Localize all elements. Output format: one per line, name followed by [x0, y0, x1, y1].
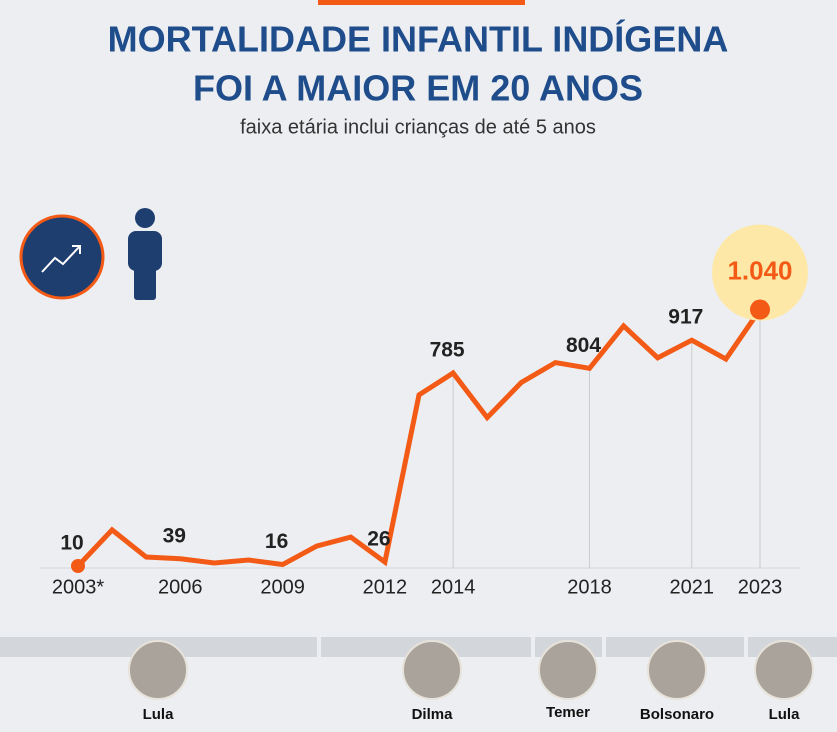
- chart-title: MORTALIDADE INFANTIL INDÍGENA: [108, 19, 729, 60]
- president-name: Lula: [143, 706, 174, 723]
- point: [750, 299, 770, 320]
- subtitle: faixa etária inclui crianças de até 5 an…: [240, 116, 596, 138]
- x-tick-label: 2014: [431, 576, 476, 598]
- x-tick-label: 2006: [158, 576, 203, 598]
- value-label: 10: [60, 532, 83, 555]
- portraits: [128, 640, 814, 700]
- point: [71, 559, 85, 574]
- line: [76, 308, 763, 568]
- chart-title: FOI A MAIOR EM 20 ANOS: [193, 68, 643, 109]
- person-icon: [128, 208, 162, 300]
- highlight-bubble: [712, 224, 808, 321]
- x-tick-label: 2023: [738, 576, 783, 598]
- value-label: 1.040: [727, 255, 792, 285]
- president-name: Bolsonaro: [640, 706, 714, 723]
- value-label: 16: [265, 530, 288, 553]
- x-tick-label: 2009: [260, 576, 305, 598]
- value-label: 917: [668, 306, 703, 329]
- value-label: 804: [566, 334, 601, 357]
- president-name: Dilma: [412, 706, 454, 723]
- value-label: 785: [430, 339, 465, 362]
- top-accent: [318, 0, 525, 5]
- president-name: Temer: [546, 704, 590, 721]
- value-label: 39: [163, 524, 186, 547]
- x-tick-label: 2003*: [52, 576, 104, 598]
- president-name: Lula: [769, 706, 800, 723]
- value-label: 26: [367, 528, 390, 551]
- trend-icon: [19, 214, 105, 300]
- x-tick-label: 2021: [670, 576, 715, 598]
- x-tick-label: 2018: [567, 576, 612, 598]
- x-tick-label: 2012: [363, 576, 408, 598]
